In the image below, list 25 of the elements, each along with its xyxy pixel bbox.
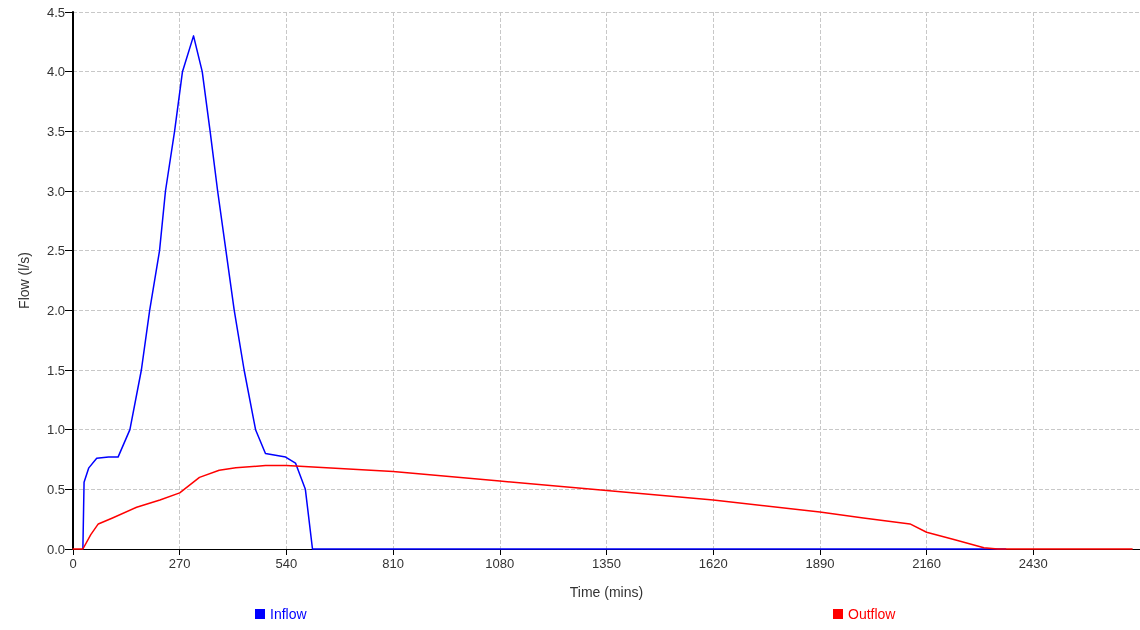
x-tick-label: 270 [168,556,191,571]
x-tick-label: 0 [69,556,77,571]
y-tick-label: 1.5 [46,362,65,378]
x-tick-label: 540 [275,556,298,571]
x-tick-label: 2160 [912,556,942,571]
y-tick-label: 2.0 [46,302,65,318]
legend-label: Inflow [270,606,308,622]
x-tick-label: 810 [382,556,404,571]
y-axis-title: Flow (l/s) [16,252,32,309]
y-tick-label: 0.5 [46,481,65,497]
y-tick-label: 3.5 [46,123,65,139]
y-tick-label: 2.5 [46,243,65,259]
y-tick-label: 3.0 [46,183,65,199]
y-tick-label: 0.0 [46,541,65,557]
y-tick-label: 4.0 [46,64,65,80]
x-axis-title: Time (mins) [569,584,644,600]
x-tick-label: 2430 [1018,556,1048,571]
y-tick-label: 1.0 [46,422,65,438]
y-tick-label: 4.5 [46,4,65,20]
x-tick-label: 1080 [485,556,515,571]
x-tick-label: 1620 [698,556,728,571]
x-tick-label: 1890 [805,556,835,571]
x-tick-label: 1350 [592,556,621,571]
line-series [72,464,1133,550]
legend-label: Outflow [848,606,897,622]
